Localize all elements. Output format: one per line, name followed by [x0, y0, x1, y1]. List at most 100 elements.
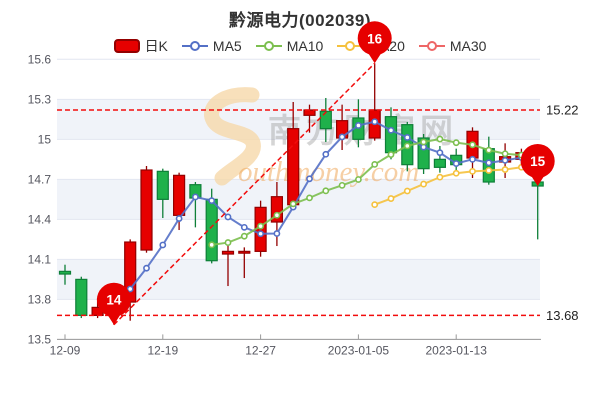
ma10-point [469, 141, 476, 149]
grid-band [57, 179, 540, 220]
grid-band [57, 259, 540, 300]
x-axis-tick-label: 12-09 [50, 343, 81, 357]
x-axis-tick-label: 12-27 [245, 343, 276, 357]
ma20-line-icon [337, 41, 364, 51]
ma10-line-icon [255, 41, 282, 51]
ma5-point [175, 215, 183, 222]
ma5-line-icon [181, 41, 208, 51]
y-axis-tick-label: 14.1 [28, 252, 52, 266]
watermark-cn-text: 南方财富网 [268, 112, 458, 149]
candle-body [107, 305, 121, 314]
price-line-label: 15.22 [546, 102, 579, 117]
candle-body [515, 152, 528, 160]
marker-pin-label: 14 [106, 293, 122, 308]
ma5-point [436, 149, 444, 157]
ma10-point [452, 139, 460, 147]
ma10-point [224, 239, 232, 246]
grid-band [57, 99, 540, 140]
marker-pin-tail [104, 310, 123, 325]
legend-label: MA5 [212, 38, 242, 54]
candle-body [352, 117, 365, 140]
candle-body [319, 110, 332, 130]
candle-body [173, 174, 186, 216]
candle-body [58, 270, 72, 275]
ma10-point [436, 135, 444, 143]
candle-body [482, 148, 495, 183]
ma5-point [452, 160, 460, 168]
marker-pin-icon [96, 282, 131, 317]
ma5-point [322, 150, 330, 158]
candle-body [205, 198, 218, 262]
candle-body [124, 241, 137, 303]
ma5-point [534, 158, 542, 166]
y-axis-tick-label: 14.4 [28, 212, 52, 226]
x-axis-tick-label: 12-19 [147, 343, 178, 357]
watermark: 南方财富网 outhmoney.com [204, 87, 458, 188]
ma5-point [403, 134, 411, 141]
ma5-point [469, 155, 476, 163]
ma5-point [501, 157, 509, 164]
x-axis-tick-label: 2023-01-13 [426, 343, 488, 357]
legend-label: MA20 [368, 38, 405, 54]
candle-body [433, 158, 446, 168]
ma5-point [306, 175, 313, 183]
candle-body [91, 306, 104, 316]
watermark-en-text: outhmoney.com [238, 156, 419, 188]
candle-body [466, 130, 479, 159]
watermark-s-swoosh-icon [204, 87, 261, 186]
candle-body [189, 184, 202, 199]
ma5-point [224, 213, 232, 221]
legend-item-ma30[interactable]: MA30 [418, 38, 486, 54]
ma5-point [273, 230, 281, 237]
legend-item-ma20[interactable]: MA20 [337, 38, 405, 54]
ma20-point [534, 160, 542, 167]
ma5-point [126, 285, 134, 293]
ma5-point [518, 154, 525, 161]
ma10-point [289, 200, 297, 208]
ma5-point [208, 197, 216, 205]
y-axis-tick-label: 13.5 [28, 332, 52, 346]
legend-item-ma10[interactable]: MA10 [255, 38, 323, 54]
ma20-point [387, 195, 395, 202]
y-axis-tick-label: 13.8 [28, 292, 52, 306]
ma20-point [420, 180, 427, 188]
candle-body [221, 250, 235, 255]
ma10-point [420, 138, 427, 146]
legend-item-k[interactable]: 日K [113, 36, 168, 56]
ma10-point [485, 146, 493, 154]
y-axis-tick-label: 14.7 [28, 172, 52, 186]
x-axis-tick-label: 2023-01-05 [328, 343, 390, 357]
chart-title: 黔源电力(002039) [228, 11, 372, 30]
legend-label: 日K [144, 38, 168, 54]
ma10-point [534, 159, 542, 167]
y-axis-tick-label: 15 [38, 132, 52, 146]
y-axis-tick-label: 15.3 [28, 92, 52, 106]
trend-line [113, 62, 376, 326]
price-line-label: 13.68 [546, 308, 579, 323]
marker-pin-label: 15 [530, 154, 546, 169]
ma20-point [469, 167, 476, 175]
candle-body [368, 109, 381, 139]
ma5-point [257, 230, 264, 238]
ma10-point [273, 211, 281, 219]
chart-legend: 日K MA5 MA10 MA20 MA30 [0, 36, 600, 56]
candle-body [303, 109, 316, 116]
candle-body [140, 169, 153, 251]
series [58, 63, 544, 325]
candle-body [156, 170, 169, 200]
marker-pin-tail [528, 172, 547, 187]
ma5-point [485, 159, 493, 167]
ma20-point [452, 169, 460, 177]
candle-body [336, 120, 349, 139]
candle-body [450, 154, 463, 166]
candle-body [238, 250, 251, 254]
ma5-point [191, 193, 199, 201]
legend-item-ma5[interactable]: MA5 [181, 38, 242, 54]
ma5-line [129, 120, 538, 290]
ma20-point [485, 167, 493, 174]
ma10-point [501, 150, 509, 158]
ma20-point [436, 173, 444, 181]
ma5-point [289, 203, 297, 211]
